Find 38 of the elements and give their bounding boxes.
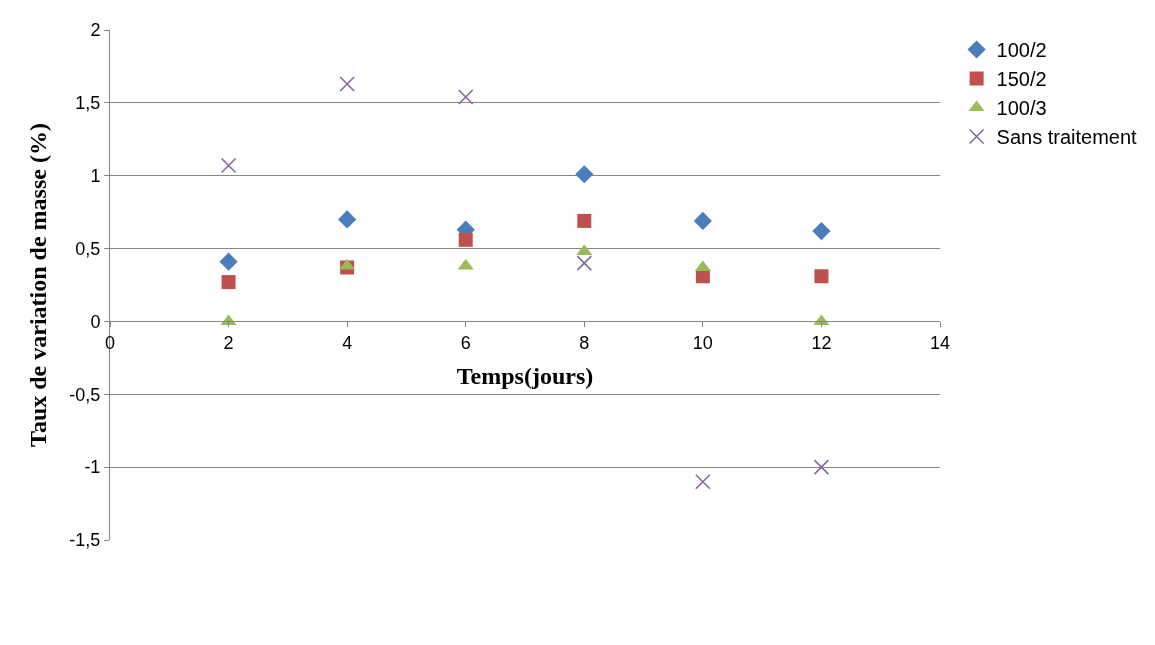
- y-tick-label: 2: [90, 20, 101, 41]
- point: [457, 89, 474, 105]
- point: [814, 269, 829, 284]
- point: [812, 221, 831, 241]
- point: [576, 255, 593, 271]
- point: [813, 459, 830, 475]
- legend-label: Sans traitement: [996, 126, 1138, 149]
- legend-label: 100/3: [996, 97, 1047, 120]
- point: [694, 260, 711, 272]
- x-tick-label: 12: [811, 333, 832, 354]
- point: [221, 275, 236, 290]
- y-tick-label: 0: [90, 311, 101, 332]
- y-tick-label: 1: [90, 166, 101, 187]
- x-tick-label: 8: [579, 333, 590, 354]
- legend-label: 100/2: [996, 39, 1047, 62]
- y-axis-title: Taux de variation de masse (%): [25, 123, 52, 447]
- y-tick-label: -0,5: [69, 384, 101, 405]
- y-tick-label: 0,5: [75, 238, 101, 259]
- point: [693, 211, 712, 230]
- x-tick-label: 10: [692, 333, 713, 354]
- x-tick-label: 4: [342, 333, 353, 354]
- point: [577, 213, 592, 228]
- point: [575, 165, 594, 184]
- point: [219, 252, 238, 271]
- point: [339, 76, 355, 92]
- x-tick-label: 0: [104, 333, 116, 354]
- point: [458, 232, 473, 247]
- x-tick-label: 6: [460, 333, 471, 354]
- x-axis-title: Temps(jours): [456, 363, 594, 390]
- y-tick-label: -1: [84, 457, 101, 478]
- point: [338, 210, 357, 229]
- y-tick-label: -1,5: [69, 530, 101, 551]
- point: [695, 473, 711, 490]
- x-tick-label: 14: [929, 333, 951, 354]
- legend-label: 150/2: [996, 68, 1047, 91]
- x-tick-label: 2: [223, 333, 234, 354]
- point: [220, 157, 237, 174]
- y-tick-label: 1,5: [75, 93, 101, 114]
